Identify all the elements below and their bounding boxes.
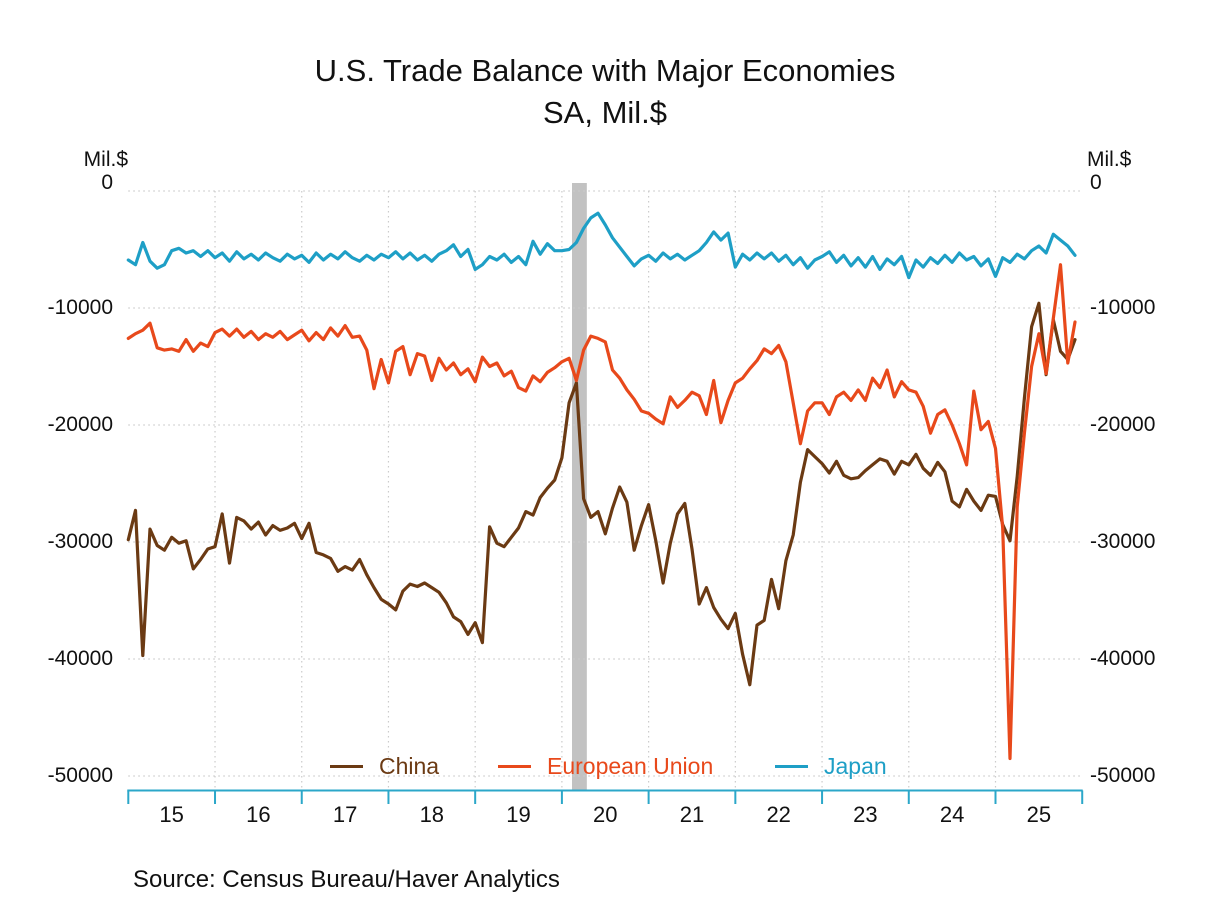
y-tick-label-left: -30000	[47, 530, 113, 553]
y-tick-label-right: -20000	[1090, 413, 1156, 436]
recession-band	[572, 183, 587, 791]
x-tick-label: 15	[159, 802, 184, 827]
y-tick-label-right: -30000	[1090, 530, 1156, 553]
legend-label-china: China	[379, 753, 440, 779]
y-tick-label-right: 0	[1090, 171, 1102, 194]
y-tick-label-right: -50000	[1090, 764, 1156, 787]
y-tick-label-left: -40000	[47, 647, 113, 670]
x-tick-label: 25	[1026, 802, 1052, 827]
chart-subtitle: SA, Mil.$	[542, 95, 668, 130]
legend-item-japan: Japan	[775, 753, 887, 779]
chart-title-block: U.S. Trade Balance with Major Economies …	[0, 50, 1208, 134]
legend-item-china: China	[330, 753, 439, 779]
legend-label-european-union: European Union	[547, 753, 714, 779]
source-credit: Source: Census Bureau/Haver Analytics	[133, 866, 560, 893]
x-tick-label: 20	[593, 802, 618, 827]
x-tick-label: 22	[766, 802, 791, 827]
china-line-swatch-icon	[330, 764, 363, 768]
x-tick-label: 19	[506, 802, 531, 827]
legend-item-european-union: European Union	[498, 753, 713, 779]
series-line-european-union	[126, 263, 1077, 761]
x-tick-label: 21	[679, 802, 705, 827]
x-tick-label: 16	[246, 802, 271, 827]
series-line-japan	[126, 211, 1077, 280]
y-tick-label-left: -50000	[47, 764, 113, 787]
x-tick-label: 23	[853, 802, 878, 827]
chart-title: U.S. Trade Balance with Major Economies	[314, 53, 896, 88]
y-tick-label-left: -10000	[47, 296, 113, 319]
y-tick-label-left: -20000	[47, 413, 113, 436]
japan-line-swatch-icon	[775, 764, 808, 768]
y-axis-unit-left: Mil.$	[83, 148, 128, 171]
x-tick-label: 17	[332, 802, 358, 827]
x-tick-label: 24	[939, 802, 965, 827]
y-tick-label-right: -40000	[1090, 647, 1156, 670]
european-union-line-swatch-icon	[498, 764, 531, 768]
chart-legend: China European Union Japan	[0, 753, 1208, 779]
y-tick-label-right: -10000	[1090, 296, 1156, 319]
y-axis-unit-right: Mil.$	[1087, 148, 1132, 171]
y-tick-label-left: 0	[101, 171, 113, 194]
series-line-china	[126, 301, 1077, 687]
x-tick-label: 18	[419, 802, 445, 827]
legend-label-japan: Japan	[824, 753, 887, 779]
